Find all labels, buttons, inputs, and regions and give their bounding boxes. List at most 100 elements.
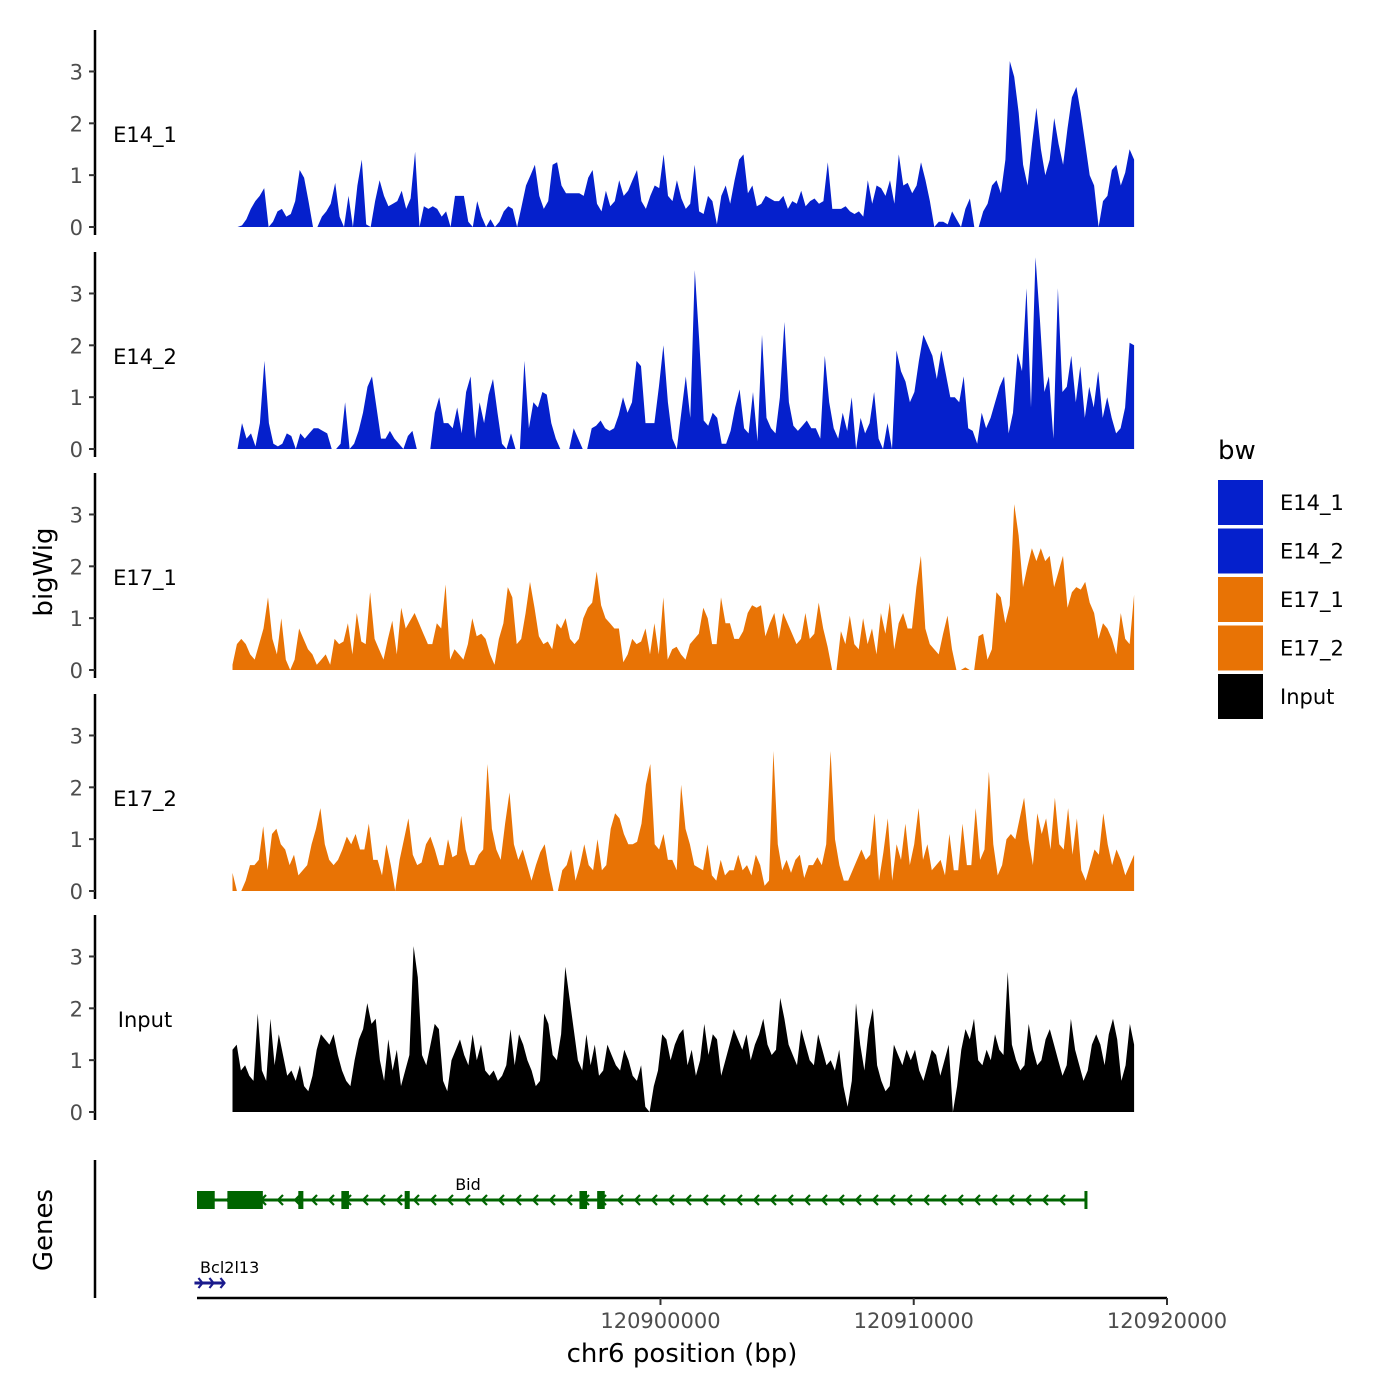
legend-label: Input [1280, 685, 1334, 709]
bigwig-tracks: 0 1 2 3 E14_1 0 1 2 3 E14_2 0 1 2 3 E17_1 0 1 2 3 E17_2 0 1 2 3… [70, 30, 1135, 1125]
strand-chevron [463, 1194, 471, 1206]
strand-chevron [922, 1194, 930, 1206]
track-label: E14_1 [113, 123, 177, 148]
strand-chevron [701, 1194, 709, 1206]
y-tick-label: 1 [70, 164, 83, 188]
exon [579, 1191, 588, 1209]
track-E14_1: 0 1 2 3 E14_1 [70, 30, 1135, 240]
strand-chevron [197, 1277, 204, 1289]
legend-swatch [1218, 480, 1263, 525]
strand-chevron [219, 1277, 226, 1289]
legend-label: E14_1 [1280, 491, 1344, 516]
y-tick-label: 0 [70, 880, 83, 904]
gene-track: Bid Bcl2l13 [93, 1160, 1088, 1298]
track-Input: 0 1 2 3 Input [70, 915, 1135, 1125]
y-tick-label: 0 [70, 1101, 83, 1125]
y-tick-label: 3 [70, 945, 83, 969]
area-E14_1 [237, 61, 1135, 227]
x-tick-label: 120900000 [600, 1309, 720, 1333]
y-tick-label: 3 [70, 724, 83, 748]
gene-Bcl2l13: Bcl2l13 [194, 1258, 259, 1289]
strand-chevron [803, 1194, 811, 1206]
strand-chevron [667, 1194, 675, 1206]
track-E14_2: 0 1 2 3 E14_2 [70, 252, 1135, 462]
legend: bw E14_1 E14_2 E17_1 E17_2 Input [1218, 436, 1344, 719]
x-tick-label: 120920000 [1107, 1309, 1227, 1333]
y-tick-label: 3 [70, 282, 83, 306]
genes-axis-label: Genes [29, 1189, 59, 1271]
legend-swatch [1218, 528, 1263, 574]
strand-chevron [1007, 1194, 1015, 1206]
legend-swatch [1218, 577, 1263, 622]
track-label: E17_1 [113, 566, 177, 591]
y-axis-label: bigWig [29, 527, 59, 616]
strand-chevron [1041, 1194, 1049, 1206]
strand-chevron [429, 1194, 437, 1206]
y-tick-label: 2 [70, 334, 83, 358]
strand-chevron [208, 1277, 215, 1289]
strand-chevron [497, 1194, 505, 1206]
strand-chevron [514, 1194, 522, 1206]
strand-chevron [650, 1194, 658, 1206]
strand-chevron [412, 1194, 420, 1206]
x-axis: 120900000 120910000 120920000 [197, 1296, 1227, 1333]
strand-chevron [769, 1194, 777, 1206]
y-tick-label: 0 [70, 216, 83, 240]
area-E17_1 [232, 504, 1135, 670]
strand-chevron [1024, 1194, 1032, 1206]
strand-chevron [327, 1194, 335, 1206]
strand-chevron [446, 1194, 454, 1206]
strand-chevron [565, 1194, 573, 1206]
strand-chevron [276, 1194, 284, 1206]
strand-chevron [837, 1194, 845, 1206]
track-E17_1: 0 1 2 3 E17_1 [70, 473, 1135, 683]
gene-Bid: Bid [197, 1175, 1088, 1209]
strand-chevron [786, 1194, 794, 1206]
legend-label: E17_2 [1280, 637, 1344, 662]
y-tick-label: 3 [70, 503, 83, 527]
strand-chevron [973, 1194, 981, 1206]
y-tick-label: 2 [70, 112, 83, 136]
x-axis-label: chr6 position (bp) [567, 1339, 798, 1369]
strand-chevron [888, 1194, 896, 1206]
legend-label: E17_1 [1280, 588, 1344, 613]
strand-chevron [480, 1194, 488, 1206]
exon [298, 1191, 304, 1209]
strand-chevron [361, 1194, 369, 1206]
y-tick-label: 1 [70, 1049, 83, 1073]
strand-chevron [1058, 1194, 1066, 1206]
strand-chevron [854, 1194, 862, 1206]
exon [404, 1191, 410, 1209]
strand-chevron [718, 1194, 726, 1206]
area-E14_2 [237, 257, 1135, 449]
y-tick-label: 0 [70, 438, 83, 462]
legend-swatch [1218, 674, 1263, 719]
strand-chevron [310, 1194, 318, 1206]
exon [227, 1191, 263, 1209]
strand-chevron [531, 1194, 539, 1206]
area-E17_2 [232, 751, 1135, 891]
y-tick-label: 1 [70, 607, 83, 631]
exon [597, 1191, 605, 1209]
strand-chevron [871, 1194, 879, 1206]
strand-chevron [548, 1194, 556, 1206]
y-tick-label: 1 [70, 828, 83, 852]
strand-chevron [633, 1194, 641, 1206]
exon [197, 1191, 215, 1209]
legend-title: bw [1218, 436, 1256, 466]
strand-chevron [820, 1194, 828, 1206]
strand-chevron [905, 1194, 913, 1206]
strand-chevron [684, 1194, 692, 1206]
strand-chevron [939, 1194, 947, 1206]
exon [341, 1191, 349, 1209]
legend-label: E14_2 [1280, 540, 1344, 565]
area-Input [232, 946, 1135, 1112]
y-tick-label: 3 [70, 60, 83, 84]
y-tick-label: 1 [70, 386, 83, 410]
legend-swatch [1218, 625, 1263, 671]
track-E17_2: 0 1 2 3 E17_2 [70, 694, 1135, 904]
strand-chevron [990, 1194, 998, 1206]
y-tick-label: 2 [70, 776, 83, 800]
strand-chevron [395, 1194, 403, 1206]
